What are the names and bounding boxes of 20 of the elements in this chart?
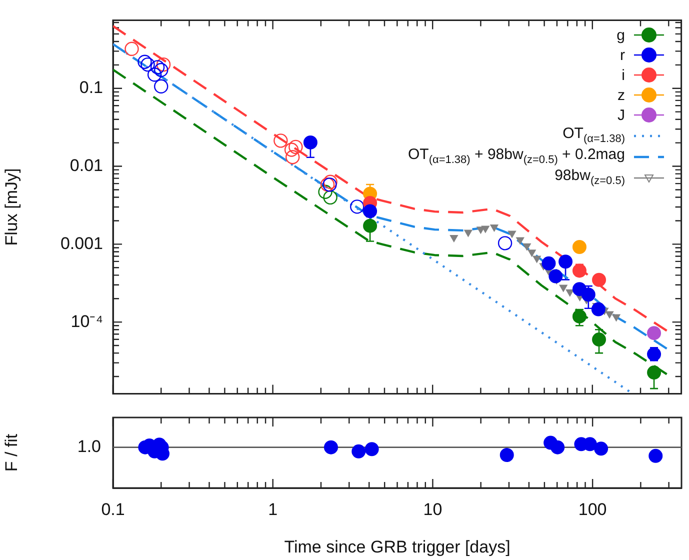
x-tick-label: 10 <box>423 500 442 519</box>
x-tick-label: 0.1 <box>101 500 125 519</box>
y-tick-label: 10⁻⁴ <box>70 312 103 331</box>
legend-label: g <box>616 26 625 44</box>
legend-label: OT$_{(α=1.38)}$ + 98bw$_{(z=0.5)}$ + 0.2mag <box>408 146 625 166</box>
y-tick-label: 0.1 <box>79 78 103 98</box>
y-tick-label: 0.01 <box>70 156 103 175</box>
legend-label: 98bw$_{(z=0.5)}$ <box>554 167 625 187</box>
y-axis-title: Flux [mJy] <box>2 168 21 246</box>
legend-label: OT$_{(α=1.38)}$ <box>562 125 625 145</box>
legend-label: J <box>618 106 625 124</box>
x-tick-label: 100 <box>578 500 607 519</box>
legend-label: z <box>618 86 625 104</box>
x-axis-title: Time since GRB trigger [days] <box>284 537 510 556</box>
y-axis-title: F / fit <box>2 434 21 472</box>
legend-label: r <box>620 46 625 64</box>
x-tick-label: 1 <box>268 500 278 519</box>
y-tick-label: 0.001 <box>60 234 103 253</box>
text: 1.0 <box>77 437 101 456</box>
legend-label: i <box>622 66 625 84</box>
